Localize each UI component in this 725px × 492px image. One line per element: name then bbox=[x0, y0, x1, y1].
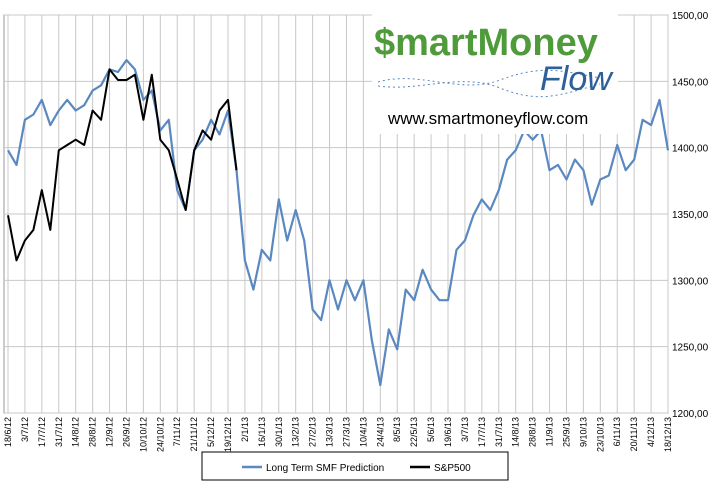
x-tick-label: 3/7/12 bbox=[20, 417, 30, 442]
series-line bbox=[7, 68, 238, 262]
plot-area: 1200,00 1250,00 1300,00 1350,00 1400,00 1450,… bbox=[3, 11, 709, 452]
x-tick-label: 31/7/13 bbox=[494, 417, 504, 447]
series-line bbox=[7, 59, 670, 387]
x-tick-label: 4/12/13 bbox=[646, 417, 656, 447]
x-tick-label: 10/4/13 bbox=[358, 417, 368, 447]
x-tick-label: 20/11/13 bbox=[629, 417, 639, 451]
y-tick-label: 1400,00 bbox=[672, 144, 709, 155]
logo-wave bbox=[377, 81, 601, 98]
x-tick-label: 12/9/12 bbox=[105, 417, 115, 447]
x-tick-label: 26/9/12 bbox=[121, 417, 131, 447]
logo-flow: Flow bbox=[540, 60, 614, 98]
x-tick-label: 18/12/13 bbox=[663, 417, 673, 452]
x-tick-label: 22/5/13 bbox=[409, 417, 419, 447]
x-tick-label: 3/7/13 bbox=[460, 417, 470, 442]
x-tick-label: 23/10/13 bbox=[595, 417, 605, 452]
x-tick-label: 17/7/13 bbox=[477, 417, 487, 447]
x-tick-label: 11/9/13 bbox=[545, 417, 555, 446]
logo-brand: $martMoney bbox=[374, 22, 598, 64]
x-tick-label: 13/2/13 bbox=[291, 417, 301, 447]
y-tick-label: 1350,00 bbox=[672, 210, 709, 221]
logo-url: www.smartmoneyflow.com bbox=[387, 109, 588, 128]
x-tick-label: 9/10/13 bbox=[578, 417, 588, 447]
x-tick-label: 10/10/12 bbox=[138, 417, 148, 452]
legend-label: Long Term SMF Prediction bbox=[266, 463, 384, 474]
x-tick-label: 19/12/12 bbox=[223, 417, 233, 452]
x-tick-label: 21/11/12 bbox=[189, 417, 199, 451]
x-tick-label: 27/2/13 bbox=[308, 417, 318, 447]
x-tick-label: 24/4/13 bbox=[375, 417, 385, 447]
y-tick-label: 1450,00 bbox=[672, 77, 709, 88]
x-tick-label: 6/11/13 bbox=[612, 417, 622, 446]
x-tick-label: 8/5/13 bbox=[392, 417, 402, 442]
x-tick-label: 28/8/13 bbox=[528, 417, 538, 447]
x-tick-label: 31/7/12 bbox=[54, 417, 64, 447]
x-tick-label: 24/10/12 bbox=[155, 417, 165, 452]
x-tick-label: 17/7/12 bbox=[37, 417, 47, 447]
y-tick-label: 1500,00 bbox=[672, 11, 709, 22]
x-tick-label: 7/11/12 bbox=[172, 417, 182, 446]
y-tick-label: 1250,00 bbox=[672, 343, 709, 354]
x-tick-label: 13/3/13 bbox=[325, 417, 335, 447]
x-tick-label: 30/1/13 bbox=[274, 417, 284, 447]
x-tick-label: 28/8/12 bbox=[88, 417, 98, 447]
x-tick-label: 14/8/12 bbox=[71, 417, 81, 447]
x-tick-label: 5/6/13 bbox=[426, 417, 436, 442]
y-tick-label: 1200,00 bbox=[672, 409, 709, 420]
x-tick-label: 16/1/13 bbox=[257, 417, 267, 447]
x-tick-label: 14/8/13 bbox=[511, 417, 521, 447]
legend-label: S&P500 bbox=[434, 463, 471, 474]
logo-wave bbox=[377, 69, 601, 86]
x-tick-label: 18/6/12 bbox=[3, 417, 13, 447]
x-tick-label: 25/9/13 bbox=[561, 417, 571, 447]
y-tick-label: 1300,00 bbox=[672, 276, 709, 287]
x-tick-label: 19/6/13 bbox=[443, 417, 453, 447]
x-tick-label: 2/1/13 bbox=[240, 417, 250, 442]
x-tick-label: 27/3/13 bbox=[341, 417, 351, 447]
x-tick-label: 5/12/12 bbox=[206, 417, 216, 447]
